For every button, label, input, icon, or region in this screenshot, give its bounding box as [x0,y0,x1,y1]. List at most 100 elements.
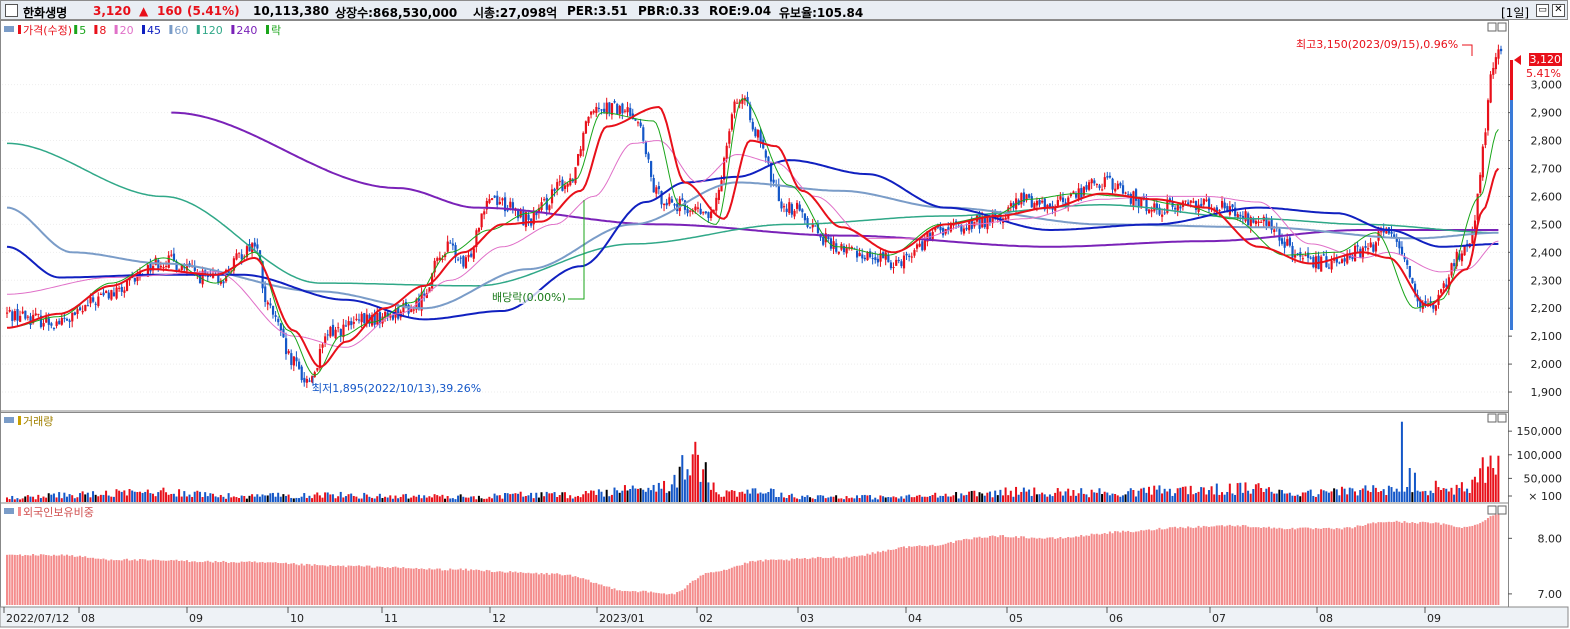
volume-bar [605,489,608,502]
foreign-ratio-bar [1278,527,1281,605]
stock-chart[interactable]: 1,9002,0002,1002,2002,3002,4002,5002,600… [0,20,1570,629]
candle-body [29,316,32,326]
volume-bar [214,496,217,502]
volume-bar [895,497,898,502]
foreign-ratio-bar [647,592,650,605]
candle-body [92,297,95,302]
candle-body [1395,238,1398,242]
foreign-ratio-bar [376,566,379,605]
foreign-ratio-bar [558,574,561,605]
x-axis-band [0,606,1569,628]
volume-bar [188,494,191,502]
volume-bar [1069,495,1072,502]
volume-bar [832,496,835,502]
foreign-ratio-bar [957,540,960,605]
volume-bar [1194,493,1197,502]
candle-body [391,314,395,320]
volume-bar [850,497,853,502]
foreign-ratio-bar [642,590,645,605]
volume-bar [1374,487,1377,502]
foreign-ratio-bar [908,546,911,605]
volume-bar [472,496,475,502]
candle-body [284,338,288,355]
foreign-ratio-bar [457,569,460,605]
close-icon[interactable]: ✕ [1552,4,1565,17]
candle-body [1187,202,1190,205]
foreign-ratio-bar [415,567,418,605]
foreign-ratio-bar [780,559,783,605]
volume-bar [1134,496,1137,502]
period-selector[interactable]: [1일] [1501,6,1530,20]
foreign-ratio-bar [1093,534,1096,605]
volume-bar [1252,489,1255,502]
foreign-ratio-bar [1069,537,1072,605]
foreign-ratio-bar [517,572,520,605]
candle-body [76,309,79,314]
foreign-ratio-bar [514,571,517,605]
candle-body [71,312,74,322]
volume-bar [1022,487,1025,502]
volume-bar [128,489,131,502]
candle-body [313,372,316,378]
volume-bar [92,491,95,502]
volume-bar [827,497,830,502]
candle-body [1322,254,1325,256]
candle-body [1280,238,1284,244]
volume-bar [355,496,358,502]
candle-body [133,277,136,282]
volume-bar [157,492,160,502]
checkbox-icon[interactable] [5,4,18,17]
foreign-ratio-bar [696,578,699,605]
volume-bar [517,493,520,502]
high-annotation-arrow [1462,44,1473,56]
foreign-ratio-bar [504,572,506,605]
foreign-ratio-bar [1213,526,1216,605]
candle-body [736,102,739,104]
volume-bar [509,494,512,502]
volume-bar [939,495,942,502]
foreign-ratio-bar [1489,516,1492,605]
foreign-ratio-bar [1497,514,1500,605]
volume-bar [131,490,134,502]
x-tick-label: 2022/07/12 [6,612,69,625]
volume-bar [235,497,238,502]
volume-bar [462,496,465,502]
volume-bar [535,492,538,502]
candle-body [397,307,400,319]
volume-bar [923,496,926,502]
candle-body [1033,203,1036,210]
foreign-ratio-bar [1288,528,1291,605]
volume-bar [1009,490,1012,502]
candle-body [1218,209,1221,211]
foreign-ratio-bar [1340,529,1343,605]
candle-body [1267,221,1271,227]
candle-body [1194,200,1198,210]
foreign-ratio-bar [749,561,752,605]
per-value: PER:3.51 [567,4,628,18]
foreign-ratio-bar [384,568,387,605]
candle-body [1486,100,1490,131]
candle-body [809,227,812,229]
volume-bar [1359,490,1362,502]
foreign-ratio-bar [1247,526,1250,605]
foreign-ratio-bar [438,568,441,605]
volume-bar [1327,492,1330,502]
foreign-ratio-bar [855,556,858,605]
volume-bar [556,496,559,502]
foreign-ratio-bar [668,594,671,605]
candle-body [524,212,528,228]
stock-header: 한화생명 3,120 ▲ 160 (5.41%) 10,113,380 상장수:… [0,0,1568,20]
foreign-ratio-bar [1048,537,1051,605]
candle-body [590,111,593,115]
foreign-ratio-bar [480,570,483,605]
foreign-ratio-bar [240,561,243,605]
foreign-ratio-bar [1351,528,1354,605]
price-tick-label: 2,200 [1531,302,1563,315]
restore-icon[interactable]: ▭ [1536,4,1549,17]
candle-body [498,201,501,205]
foreign-ratio-bar [222,560,225,605]
volume-bar [548,493,551,502]
foreign-ratio-bar [694,580,697,605]
volume-bar [1161,493,1164,502]
foreign-ratio-bar [149,560,152,605]
